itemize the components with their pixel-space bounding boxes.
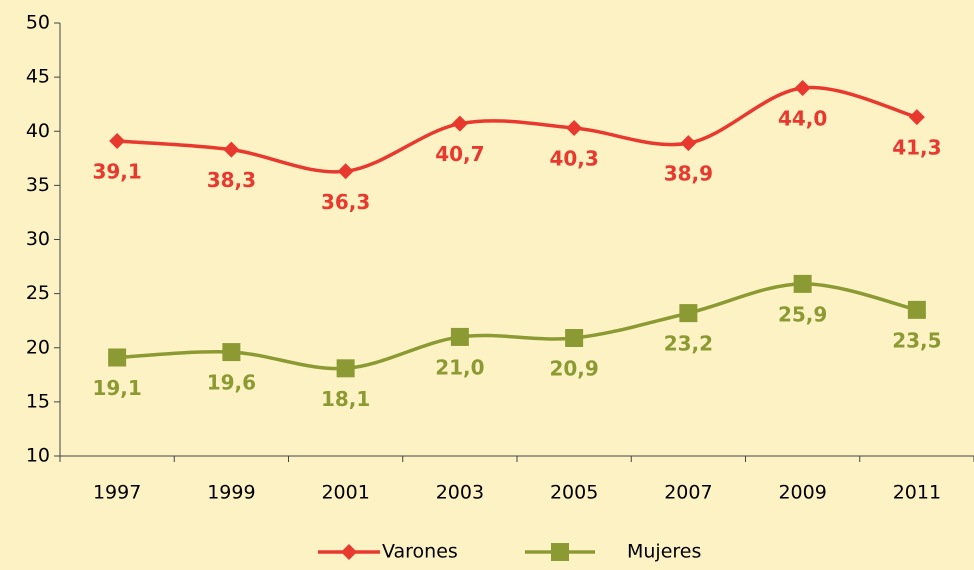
legend-marker: [551, 543, 569, 561]
data-point: [222, 343, 241, 362]
x-tick-label: 2005: [550, 482, 598, 504]
data-label: 38,9: [664, 162, 713, 186]
data-label: 38,3: [207, 168, 256, 192]
data-point: [450, 327, 469, 346]
data-label: 40,7: [435, 142, 484, 166]
data-point: [794, 79, 811, 96]
data-label: 41,3: [892, 136, 941, 160]
data-point: [907, 300, 926, 319]
y-tick-label: 10: [26, 445, 50, 467]
legend-label: Mujeres: [627, 541, 701, 563]
data-point: [793, 274, 812, 293]
data-point: [223, 141, 240, 158]
y-tick-label: 50: [26, 12, 50, 34]
x-tick-label: 2003: [436, 482, 484, 504]
data-point: [109, 132, 126, 149]
series-line: [117, 282, 918, 371]
x-tick-label: 1999: [207, 482, 255, 504]
data-point: [680, 135, 697, 152]
data-label: 44,0: [778, 106, 827, 130]
data-point: [679, 304, 698, 323]
data-label: 40,3: [549, 147, 598, 171]
y-tick-label: 15: [26, 390, 50, 412]
data-label: 21,0: [435, 355, 484, 379]
data-label: 39,1: [92, 159, 141, 183]
data-label: 19,6: [207, 371, 256, 395]
data-point: [336, 359, 355, 378]
data-label: 19,1: [92, 376, 141, 400]
data-label: 23,2: [664, 332, 713, 356]
y-tick-label: 30: [26, 228, 50, 250]
x-tick-label: 2011: [893, 482, 941, 504]
data-point: [108, 348, 127, 367]
data-label: 23,5: [892, 328, 941, 352]
data-point: [908, 109, 925, 126]
y-tick-label: 20: [26, 336, 50, 358]
data-label: 20,9: [549, 357, 598, 381]
legend-label: Varones: [382, 541, 458, 563]
y-tick-label: 45: [26, 66, 50, 88]
data-label: 25,9: [778, 302, 827, 326]
y-tick-label: 35: [26, 174, 50, 196]
legend-marker: [341, 544, 357, 560]
data-point: [566, 120, 583, 137]
data-point: [451, 115, 468, 132]
y-tick-label: 40: [26, 120, 50, 142]
x-tick-label: 2009: [778, 482, 826, 504]
x-tick-label: 1997: [93, 482, 141, 504]
data-label: 36,3: [321, 190, 370, 214]
x-tick-label: 2001: [321, 482, 369, 504]
data-point: [337, 163, 354, 180]
data-label: 18,1: [321, 387, 370, 411]
y-tick-label: 25: [26, 282, 50, 304]
data-point: [565, 329, 584, 348]
x-tick-label: 2007: [664, 482, 712, 504]
